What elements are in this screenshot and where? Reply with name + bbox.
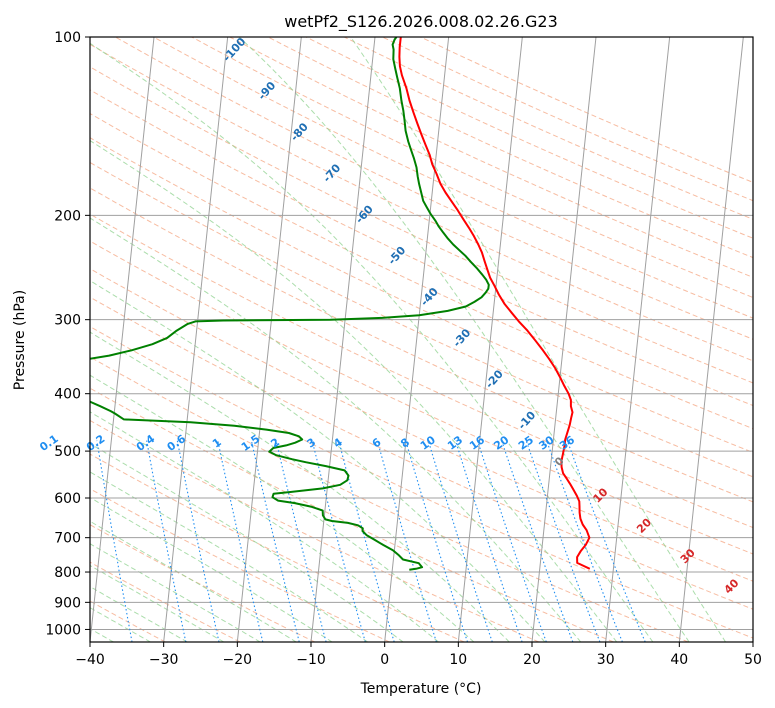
y-axis-label: Pressure (hPa) [12,290,28,390]
y-tick-label: 400 [54,387,81,403]
mixing-ratio-line [275,440,327,642]
dry-adiabat [90,268,753,582]
dry-adiabat [267,37,753,259]
dry-adiabat [90,488,390,642]
dry-adiabat [90,66,753,384]
isotherm [605,37,671,642]
dry-adiabat [90,387,614,642]
mixing-ratio-line [376,440,437,642]
mixing-ratio-line [525,440,601,642]
temperature-profile [398,37,591,570]
mixing-ratio-line [338,440,395,642]
x-tick-label: 0 [380,652,389,668]
mixing-ratio-line [454,440,523,642]
y-tick-label: 700 [54,531,81,547]
y-tick-label: 1000 [45,622,81,638]
dry-adiabat [191,37,753,299]
moist-adiabat [90,374,475,642]
grid-layer [90,37,753,642]
x-tick-label: −30 [149,652,179,668]
dewpoint-profile [90,37,490,571]
mixing-ratio-line [217,440,264,642]
isotherm [310,37,376,642]
y-tick-label: 500 [54,444,81,460]
dry-adiabat [90,161,753,478]
dry-adiabat [420,37,753,183]
x-tick-label: 50 [744,652,762,668]
isotherm [236,37,302,642]
y-tick-label: 200 [54,208,81,224]
moist-adiabat [90,543,261,642]
dry-adiabat [90,524,315,642]
dry-adiabat [382,37,753,202]
x-tick-label: −20 [223,652,253,668]
moist-adiabat [90,564,225,642]
chart-title: wetPf2_S126.2026.008.02.26.G23 [284,12,558,32]
mixing-ratio-line [311,440,366,642]
isotherm [678,37,744,642]
mixing-ratio-line [546,440,623,642]
y-tick-label: 800 [54,565,81,581]
y-axis-ticks: 100 200 300 400 500 600 700 800 900 1000 [45,30,90,638]
y-tick-label: 900 [54,595,81,611]
dry-adiabat [229,37,753,278]
x-tick-label: −10 [296,652,326,668]
isotherm [90,37,155,642]
x-axis-ticks: −40 −30 −20 −10 0 10 20 30 40 50 [75,642,762,668]
y-tick-label: 600 [54,491,81,507]
moist-adiabat [90,217,582,642]
isotherm [531,37,597,642]
plot-frame [89,36,754,643]
moist-adiabat [90,471,368,642]
moist-adiabat [90,280,546,642]
moist-adiabat [90,42,654,642]
isotherm [457,37,523,642]
x-tick-label: 40 [670,652,688,668]
x-tick-label: 20 [523,652,541,668]
moist-adiabat [90,443,404,642]
y-tick-label: 300 [54,313,81,329]
moist-adiabat [90,520,297,642]
mixing-ratio-line [427,440,493,642]
isotherm [384,37,450,642]
moist-adiabat [90,411,439,642]
mixing-ratio-line [566,440,646,642]
x-axis-label: Temperature (°C) [360,681,482,697]
series-layer [90,37,591,571]
y-tick-label: 100 [54,30,81,46]
dry-adiabat [90,419,540,642]
moist-adiabat [90,331,510,642]
dry-adiabat [90,240,753,555]
isotherm [163,37,229,642]
moist-adiabat [238,37,690,642]
x-tick-label: −40 [75,652,105,668]
dry-adiabat [90,43,753,362]
dry-adiabat [90,296,753,610]
x-tick-label: 30 [597,652,615,668]
dry-adiabat [115,37,753,340]
x-tick-label: 10 [449,652,467,668]
moist-adiabat [350,37,727,642]
dry-adiabat [90,213,753,529]
mixing-ratio-line [250,440,300,642]
